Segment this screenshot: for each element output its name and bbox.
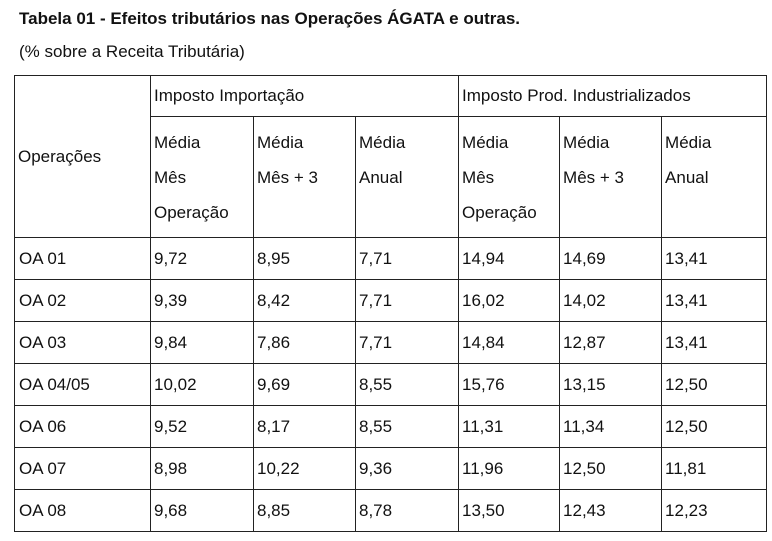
table-row: OA 06 9,52 8,17 8,55 11,31 11,34 12,50 <box>14 405 768 448</box>
value-cell: 11,34 <box>559 405 663 448</box>
subheader-line: Mês <box>154 168 187 187</box>
value-cell: 8,42 <box>253 279 356 322</box>
value-cell: 9,72 <box>150 237 254 280</box>
table-row: OA 01 9,72 8,95 7,71 14,94 14,69 13,41 <box>14 237 768 280</box>
table-row: OA 03 9,84 7,86 7,71 14,84 12,87 13,41 <box>14 321 768 364</box>
value-cell: 9,52 <box>150 405 254 448</box>
subheader-line: Média <box>359 133 406 152</box>
value-cell: 13,41 <box>661 237 768 280</box>
value-cell: 9,69 <box>253 363 356 406</box>
value-cell: 11,96 <box>458 447 561 490</box>
table-row: OA 07 8,98 10,22 9,36 11,96 12,50 11,81 <box>14 447 768 490</box>
value-cell: 12,50 <box>661 405 768 448</box>
value-cell: 15,76 <box>458 363 561 406</box>
group-header-row: Operações Imposto Importação Imposto Pro… <box>14 75 768 238</box>
operation-cell: OA 04/05 <box>14 363 151 406</box>
value-cell: 8,95 <box>253 237 356 280</box>
value-cell: 8,78 <box>354 489 460 532</box>
subheader-line: Anual <box>665 168 709 187</box>
value-cell: 10,22 <box>253 447 356 490</box>
subheader-cell: Média Mês + 3 <box>253 116 356 238</box>
value-cell: 13,50 <box>458 489 561 532</box>
subheader-line: Mês <box>462 168 495 187</box>
operation-cell: OA 01 <box>14 237 151 280</box>
subheader-cell: Média Anual <box>354 116 460 238</box>
subheader-line: Média <box>563 133 610 152</box>
value-cell: 9,36 <box>354 447 460 490</box>
operation-cell: OA 06 <box>14 405 151 448</box>
table-title: Tabela 01 - Efeitos tributários nas Oper… <box>19 9 521 28</box>
value-cell: 12,23 <box>661 489 768 532</box>
value-cell: 7,71 <box>354 237 460 280</box>
value-cell: 14,02 <box>559 279 663 322</box>
operation-cell: OA 02 <box>14 279 151 322</box>
value-cell: 10,02 <box>150 363 254 406</box>
subheader-line: Mês + 3 <box>563 168 624 187</box>
value-cell: 7,71 <box>354 321 460 364</box>
value-cell: 9,68 <box>150 489 254 532</box>
value-cell: 13,41 <box>661 321 768 364</box>
value-cell: 13,15 <box>559 363 663 406</box>
value-cell: 14,84 <box>458 321 561 364</box>
value-cell: 12,50 <box>661 363 768 406</box>
subheader-row: Média Mês Operação Média Mês + 3 Média Anual Mé… <box>15 116 768 238</box>
group-header-ii: Imposto Importação <box>149 75 460 117</box>
subheader-line: Operação <box>154 203 229 222</box>
value-cell: 7,71 <box>354 279 460 322</box>
value-cell: 9,39 <box>150 279 254 322</box>
value-cell: 13,41 <box>661 279 768 322</box>
subheader-line: Mês + 3 <box>257 168 318 187</box>
operation-cell: OA 08 <box>14 489 151 532</box>
subheader-cell: Média Anual <box>661 116 768 238</box>
value-cell: 7,86 <box>253 321 356 364</box>
table-row: OA 02 9,39 8,42 7,71 16,02 14,02 13,41 <box>14 279 768 322</box>
subheader-line: Operação <box>462 203 537 222</box>
subheader-cell: Média Mês + 3 <box>559 116 663 238</box>
value-cell: 12,50 <box>559 447 663 490</box>
value-cell: 9,84 <box>150 321 254 364</box>
subheader-line: Média <box>665 133 712 152</box>
value-cell: 14,69 <box>559 237 663 280</box>
value-cell: 12,43 <box>559 489 663 532</box>
row-header-cell: Operações <box>14 75 151 238</box>
table-subtitle: (% sobre a Receita Tributária) <box>19 42 245 61</box>
subheader-line: Anual <box>359 168 403 187</box>
table-row: OA 04/05 10,02 9,69 8,55 15,76 13,15 12,50 <box>14 363 768 406</box>
value-cell: 12,87 <box>559 321 663 364</box>
value-cell: 8,17 <box>253 405 356 448</box>
subheader-line: Média <box>462 133 509 152</box>
subheader-cell: Média Mês Operação <box>458 116 561 238</box>
value-cell: 8,98 <box>150 447 254 490</box>
tax-effects-table: Operações Imposto Importação Imposto Pro… <box>14 75 768 532</box>
operation-cell: OA 03 <box>14 321 151 364</box>
value-cell: 8,55 <box>354 363 460 406</box>
value-cell: 11,81 <box>661 447 768 490</box>
operation-cell: OA 07 <box>14 447 151 490</box>
subheader-line: Média <box>154 133 201 152</box>
value-cell: 11,31 <box>458 405 561 448</box>
value-cell: 8,55 <box>354 405 460 448</box>
subheader-cell: Média Mês Operação <box>150 116 254 238</box>
value-cell: 16,02 <box>458 279 561 322</box>
value-cell: 8,85 <box>253 489 356 532</box>
subheader-line: Média <box>257 133 304 152</box>
group-header-ipi: Imposto Prod. Industrializados <box>458 75 768 117</box>
table-row: OA 08 9,68 8,85 8,78 13,50 12,43 12,23 <box>14 489 768 532</box>
value-cell: 14,94 <box>458 237 561 280</box>
